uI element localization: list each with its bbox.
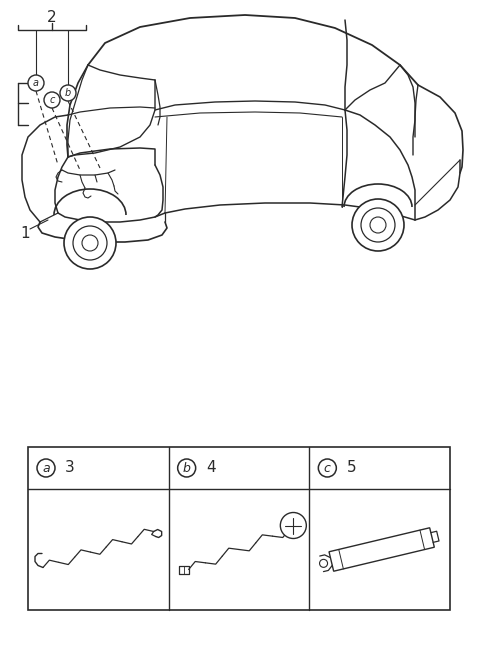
Circle shape	[370, 217, 386, 233]
Text: b: b	[183, 462, 191, 475]
Circle shape	[44, 92, 60, 108]
Text: b: b	[65, 88, 71, 98]
Circle shape	[318, 459, 336, 477]
Text: c: c	[324, 462, 331, 475]
Text: c: c	[49, 95, 55, 105]
Circle shape	[352, 199, 404, 251]
Text: a: a	[42, 462, 50, 475]
Circle shape	[361, 208, 395, 242]
Polygon shape	[329, 528, 434, 571]
Circle shape	[73, 226, 107, 260]
Text: 3: 3	[65, 460, 75, 475]
Circle shape	[64, 217, 116, 269]
Circle shape	[28, 75, 44, 91]
Circle shape	[178, 459, 196, 477]
Circle shape	[280, 513, 306, 539]
Text: 5: 5	[347, 460, 356, 475]
Bar	[28, 447, 450, 610]
Text: 2: 2	[47, 9, 57, 25]
Text: a: a	[33, 78, 39, 88]
Circle shape	[82, 235, 98, 251]
Circle shape	[320, 559, 327, 567]
Text: 4: 4	[206, 460, 216, 475]
Circle shape	[37, 459, 55, 477]
Circle shape	[60, 85, 76, 101]
Text: 1: 1	[20, 225, 30, 241]
